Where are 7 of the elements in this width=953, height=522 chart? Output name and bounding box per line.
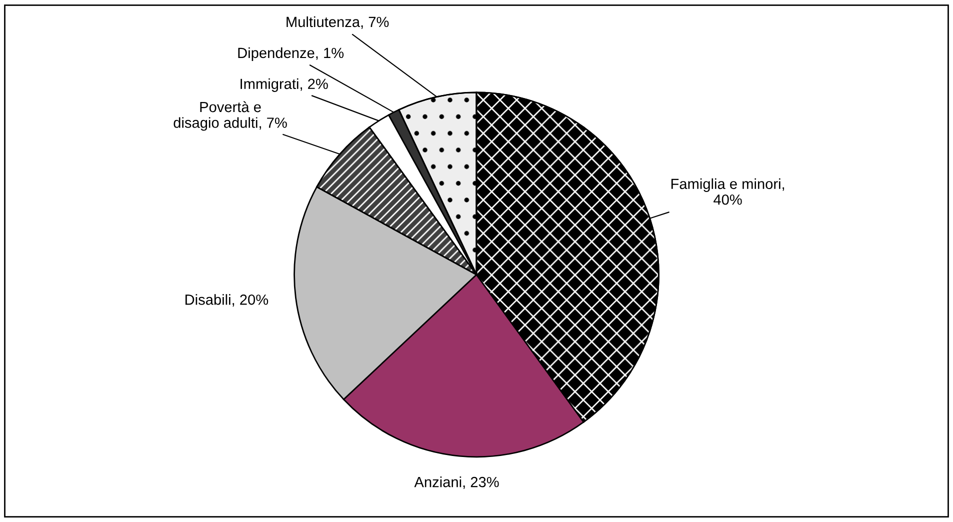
slice-label: Anziani, 23%: [414, 476, 499, 489]
slice-label: Multiutenza, 7%: [286, 16, 389, 29]
slice-label: Disabili, 20%: [185, 294, 268, 307]
slice-label: Povertà e disagio adulti, 7%: [174, 101, 287, 131]
slice-label: Famiglia e minori, 40%: [671, 178, 784, 205]
slice-label: Dipendenze, 1%: [238, 47, 344, 61]
slice-label: Immigrati, 2%: [240, 78, 328, 92]
